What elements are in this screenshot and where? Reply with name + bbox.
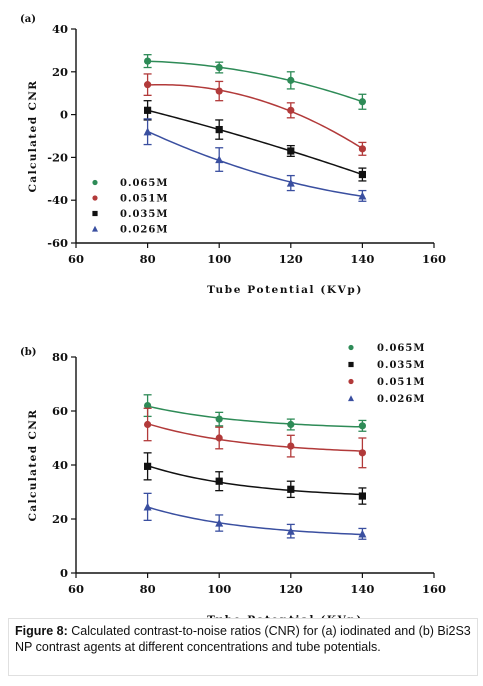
data-point bbox=[143, 502, 152, 511]
data-point bbox=[358, 145, 366, 153]
data-point bbox=[215, 125, 223, 134]
y-tick-label: 20 bbox=[52, 512, 68, 526]
y-tick-label: 40 bbox=[52, 22, 68, 36]
y-tick-label: 60 bbox=[52, 404, 68, 418]
data-point bbox=[287, 442, 295, 450]
x-tick-label: 80 bbox=[140, 252, 156, 266]
x-tick-label: 100 bbox=[207, 252, 231, 266]
legend-marker bbox=[92, 195, 98, 201]
data-point bbox=[358, 98, 366, 106]
fit-curve bbox=[147, 83, 363, 150]
caption-label: Figure 8: bbox=[15, 624, 68, 638]
x-tick-label: 80 bbox=[140, 582, 156, 596]
legend-marker bbox=[348, 378, 354, 385]
x-tick-label: 120 bbox=[279, 252, 303, 266]
panel-label: (b) bbox=[20, 347, 36, 358]
x-tick-label: 140 bbox=[350, 582, 374, 596]
legend-label: 0.035M bbox=[377, 360, 425, 371]
data-point bbox=[287, 76, 295, 84]
data-point bbox=[358, 170, 366, 179]
legend-label: 0.035M bbox=[120, 209, 168, 220]
series-0.026M bbox=[143, 118, 367, 202]
legend-marker bbox=[348, 361, 354, 368]
legend-label: 0.026M bbox=[120, 225, 168, 236]
y-tick-label: 0 bbox=[60, 566, 68, 580]
panel-label: (a) bbox=[20, 14, 36, 25]
data-point bbox=[287, 420, 295, 429]
fit-curve bbox=[147, 405, 363, 428]
y-axis-title: Calculated CNR bbox=[27, 80, 39, 193]
legend-label: 0.051M bbox=[120, 194, 168, 205]
data-point bbox=[215, 63, 223, 72]
data-point bbox=[144, 106, 152, 114]
x-tick-label: 140 bbox=[350, 252, 374, 266]
data-point bbox=[144, 402, 152, 410]
data-point bbox=[358, 449, 366, 457]
data-point bbox=[286, 526, 295, 535]
legend-label: 0.065M bbox=[120, 178, 168, 189]
y-tick-label: -20 bbox=[47, 150, 68, 164]
legend-marker bbox=[92, 225, 98, 232]
y-tick-label: -60 bbox=[47, 236, 68, 250]
data-point bbox=[287, 106, 295, 114]
legend-marker bbox=[92, 210, 98, 217]
legend-label: 0.065M bbox=[377, 343, 425, 354]
data-point bbox=[215, 87, 223, 95]
y-tick-label: 0 bbox=[60, 108, 68, 122]
panel-a: (a) -60 -40 -20 0 20 40 60 80 100 120 140 160 Tube Po… bbox=[20, 14, 446, 296]
legend-label: 0.026M bbox=[377, 394, 425, 405]
legend-marker bbox=[92, 179, 98, 186]
x-axis-title: Tube Potential (KVp) bbox=[207, 614, 363, 618]
x-tick-label: 120 bbox=[279, 582, 303, 596]
y-axis-title: Calculated CNR bbox=[27, 409, 39, 522]
data-point bbox=[215, 434, 223, 442]
data-point bbox=[287, 485, 295, 493]
fit-curve bbox=[147, 130, 363, 197]
y-tick-label: -40 bbox=[47, 193, 68, 207]
series-0.035M bbox=[143, 452, 367, 505]
caption-text: Calculated contrast-to-noise ratios (CNR… bbox=[15, 624, 471, 654]
series-0.051M bbox=[143, 73, 367, 156]
x-tick-label: 160 bbox=[422, 582, 446, 596]
legend-label: 0.051M bbox=[377, 377, 425, 388]
series-0.026M bbox=[143, 492, 367, 540]
x-tick-label: 100 bbox=[207, 582, 231, 596]
x-tick-label: 60 bbox=[68, 582, 84, 596]
data-point bbox=[144, 462, 152, 470]
series-0.065M bbox=[143, 394, 367, 432]
fit-curve bbox=[147, 423, 363, 452]
data-point bbox=[215, 518, 224, 527]
series-0.051M bbox=[143, 407, 367, 469]
data-point bbox=[144, 420, 152, 429]
data-point bbox=[215, 415, 223, 423]
legend-marker bbox=[348, 395, 354, 402]
legend-marker bbox=[348, 344, 354, 351]
data-point bbox=[358, 529, 367, 538]
data-point bbox=[144, 57, 152, 65]
data-point bbox=[358, 422, 366, 430]
data-point bbox=[143, 127, 152, 136]
figure-canvas: (a) -60 -40 -20 0 20 40 60 80 100 120 140 160 Tube Po… bbox=[20, 14, 446, 618]
x-axis-title: Tube Potential (KVp) bbox=[207, 284, 363, 296]
data-point bbox=[287, 147, 295, 155]
fit-curve bbox=[147, 109, 363, 176]
y-tick-label: 40 bbox=[52, 458, 68, 472]
data-point bbox=[358, 492, 366, 500]
figure-caption: Figure 8: Calculated contrast-to-noise r… bbox=[8, 618, 478, 676]
data-point bbox=[144, 81, 152, 89]
y-tick-label: 20 bbox=[52, 65, 68, 79]
series-0.065M bbox=[143, 54, 367, 110]
data-point bbox=[215, 155, 224, 164]
data-point bbox=[358, 191, 367, 200]
data-point bbox=[286, 178, 295, 187]
fit-curve bbox=[147, 60, 363, 103]
data-point bbox=[215, 477, 223, 485]
fit-curve bbox=[147, 465, 363, 496]
series-0.035M bbox=[143, 100, 367, 182]
x-tick-label: 60 bbox=[68, 252, 84, 266]
panel-b: (b) 0 20 40 60 80 60 80 100 120 140 160 Tube Potenti… bbox=[20, 343, 446, 618]
y-tick-label: 80 bbox=[52, 350, 68, 364]
fit-curve bbox=[147, 506, 363, 536]
x-tick-label: 160 bbox=[422, 252, 446, 266]
